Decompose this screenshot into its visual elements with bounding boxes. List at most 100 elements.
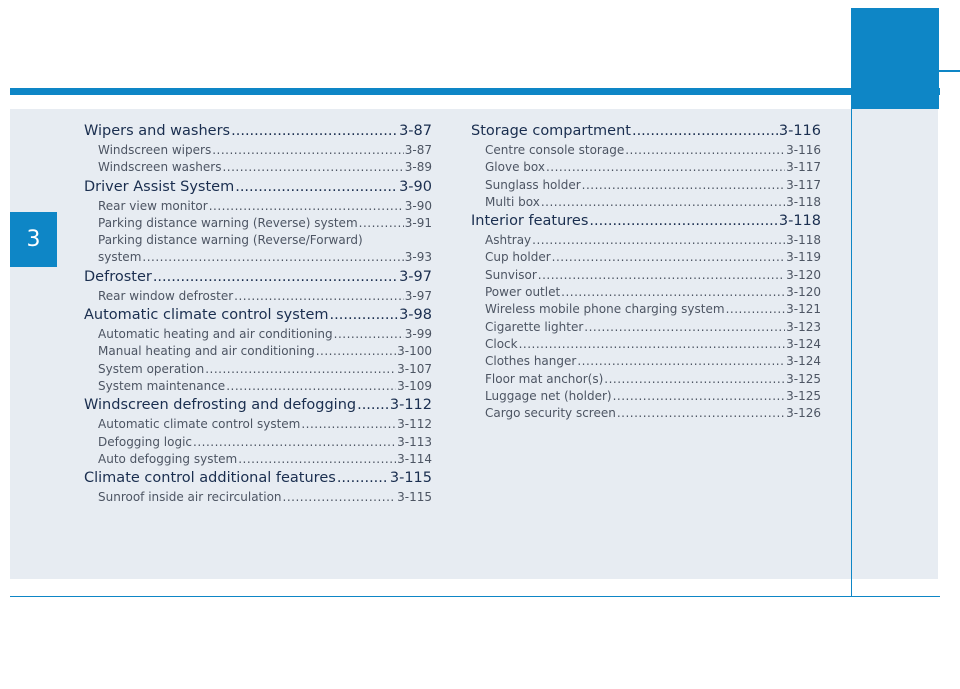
toc-entry-wireless-mobile-phone-charging-system[interactable]: Wireless mobile phone charging system 3-1… — [471, 301, 821, 318]
dot-leader — [541, 194, 785, 211]
footer-rule — [10, 596, 940, 597]
dot-leader — [532, 232, 785, 249]
entry-title: Clock — [485, 336, 518, 351]
toc-entry-manual-heating-and-air-conditioning[interactable]: Manual heating and air conditioning 3-100 — [84, 343, 432, 360]
toc-section-storage-compartment[interactable]: Storage compartment 3-116 — [471, 121, 821, 142]
page-number: 3-100 — [397, 344, 432, 359]
toc-entry-sunroof-inside-air-recirculation[interactable]: Sunroof inside air recirculation 3-115 — [84, 489, 432, 506]
page-number: 3-125 — [786, 388, 821, 403]
toc-entry-glove-box[interactable]: Glove box 3-117 — [471, 159, 821, 176]
entry-title: Windscreen defrosting and defogging — [84, 397, 357, 414]
dot-leader — [209, 198, 404, 215]
dot-leader — [582, 177, 785, 194]
toc-section-driver-assist-system[interactable]: Driver Assist System 3-90 — [84, 177, 432, 198]
dot-leader — [577, 353, 785, 370]
page-number: 3-115 — [397, 490, 432, 505]
toc-entry-windscreen-wipers[interactable]: Windscreen wipers 3-87 — [84, 142, 432, 159]
margin-rule — [851, 109, 852, 596]
entry-title: System operation — [98, 361, 205, 376]
dot-leader — [222, 159, 403, 176]
header-rule — [10, 88, 940, 95]
toc-entry-windscreen-washers[interactable]: Windscreen washers 3-89 — [84, 159, 432, 176]
dot-leader — [561, 284, 785, 301]
page-number: 3-124 — [786, 354, 821, 369]
entry-title: Defroster — [84, 268, 152, 285]
page-number: 3-109 — [397, 378, 432, 393]
page-number: 3-91 — [404, 215, 432, 230]
dot-leader — [226, 378, 396, 395]
page-number: 3-107 — [397, 361, 432, 376]
toc-section-automatic-climate-control-system[interactable]: Automatic climate control system 3-98 — [84, 305, 432, 326]
toc-entry-clothes-hanger[interactable]: Clothes hanger 3-124 — [471, 353, 821, 370]
toc-entry-power-outlet[interactable]: Power outlet 3-120 — [471, 284, 821, 301]
entry-title: Floor mat anchor(s) — [485, 371, 604, 386]
toc-entry-sunvisor[interactable]: Sunvisor 3-120 — [471, 267, 821, 284]
toc-entry-cargo-security-screen[interactable]: Cargo security screen 3-126 — [471, 405, 821, 422]
entry-title: Centre console storage — [485, 143, 625, 157]
entry-title: Automatic climate control system — [84, 307, 329, 324]
page-number: 3-118 — [786, 194, 821, 209]
toc-column-left: Wipers and washers 3-87 Windscreen wipers 3… — [84, 121, 432, 506]
toc-section-wipers-and-washers[interactable]: Wipers and washers 3-87 — [84, 121, 432, 142]
toc-entry-system[interactable]: system 3-93 — [84, 249, 432, 266]
entry-title: Interior features — [471, 213, 589, 230]
toc-entry-rear-window-defroster[interactable]: Rear window defroster 3-97 — [84, 288, 432, 305]
dot-leader — [589, 211, 777, 232]
entry-title: Cup holder — [485, 250, 551, 265]
page-number: 3-113 — [397, 434, 432, 449]
toc-entry-multi-box[interactable]: Multi box 3-118 — [471, 194, 821, 211]
entry-title: Wipers and washers — [84, 123, 231, 139]
dot-leader — [632, 121, 778, 142]
page-number: 3-118 — [786, 233, 821, 248]
page-number: 3-90 — [399, 178, 432, 195]
entry-title: Storage compartment — [471, 123, 631, 139]
toc-entry-cup-holder[interactable]: Cup holder 3-119 — [471, 249, 821, 266]
toc-entry-system-maintenance[interactable]: System maintenance 3-109 — [84, 378, 432, 395]
page-number: 3-97 — [399, 268, 432, 285]
toc-entry-luggage-net-holder[interactable]: Luggage net (holder) 3-125 — [471, 388, 821, 405]
toc-entry-automatic-climate-control-system[interactable]: Automatic climate control system 3-112 — [84, 416, 432, 433]
dot-leader — [153, 267, 398, 288]
dot-leader — [330, 305, 399, 326]
page-number: 3-116 — [786, 143, 821, 157]
page-number: 3-87 — [404, 143, 432, 157]
entry-title: Luggage net (holder) — [485, 388, 612, 403]
dot-leader — [519, 336, 786, 353]
toc-section-interior-features[interactable]: Interior features 3-118 — [471, 211, 821, 232]
entry-title: Rear window defroster — [98, 288, 234, 303]
toc-entry-clock[interactable]: Clock 3-124 — [471, 336, 821, 353]
page-number: 3-87 — [399, 123, 432, 139]
toc-entry-sunglass-holder[interactable]: Sunglass holder 3-117 — [471, 177, 821, 194]
page-number: 3-121 — [786, 302, 821, 317]
page-number: 3-120 — [786, 267, 821, 282]
entry-title: System maintenance — [98, 378, 226, 393]
toc-section-defroster[interactable]: Defroster 3-97 — [84, 267, 432, 288]
entry-title: Sunvisor — [485, 267, 537, 282]
dot-leader — [301, 416, 396, 433]
dot-leader — [613, 388, 786, 405]
toc-entry-rear-view-monitor[interactable]: Rear view monitor 3-90 — [84, 198, 432, 215]
page-number: 3-89 — [404, 160, 432, 175]
toc-entry-defogging-logic[interactable]: Defogging logic 3-113 — [84, 434, 432, 451]
toc-entry-centre-console-storage[interactable]: Centre console storage 3-116 — [471, 142, 821, 159]
dot-leader — [316, 343, 396, 360]
page-number: 3-115 — [389, 470, 432, 487]
entry-title: Glove box — [485, 160, 545, 175]
toc-entry-automatic-heating-and-air-conditioning[interactable]: Automatic heating and air conditioning 3-… — [84, 326, 432, 343]
entry-title: Automatic heating and air conditioning — [98, 327, 333, 342]
toc-entry-parking-distance-warning-reverse-forward[interactable]: Parking distance warning (Reverse/Forwar… — [98, 233, 363, 248]
toc-entry-cigarette-lighter[interactable]: Cigarette lighter 3-123 — [471, 319, 821, 336]
toc-section-windscreen-defrosting-and-defogging[interactable]: Windscreen defrosting and defogging 3-112 — [84, 395, 432, 416]
toc-entry-ashtray[interactable]: Ashtray 3-118 — [471, 232, 821, 249]
toc-section-climate-control-additional-features[interactable]: Climate control additional features 3-115 — [84, 468, 432, 489]
page-number: 3-97 — [404, 288, 432, 303]
dot-leader — [142, 249, 403, 266]
toc-entry-parking-distance-warning-reverse-system[interactable]: Parking distance warning (Reverse) syste… — [84, 215, 432, 232]
toc-entry-system-operation[interactable]: System operation 3-107 — [84, 361, 432, 378]
toc-entry-auto-defogging-system[interactable]: Auto defogging system 3-114 — [84, 451, 432, 468]
page-number: 3-118 — [778, 213, 821, 230]
toc-entry-floor-mat-anchor-s[interactable]: Floor mat anchor(s) 3-125 — [471, 371, 821, 388]
entry-title: Driver Assist System — [84, 178, 235, 195]
entry-title: Cargo security screen — [485, 406, 616, 421]
page-number: 3-117 — [786, 177, 821, 192]
